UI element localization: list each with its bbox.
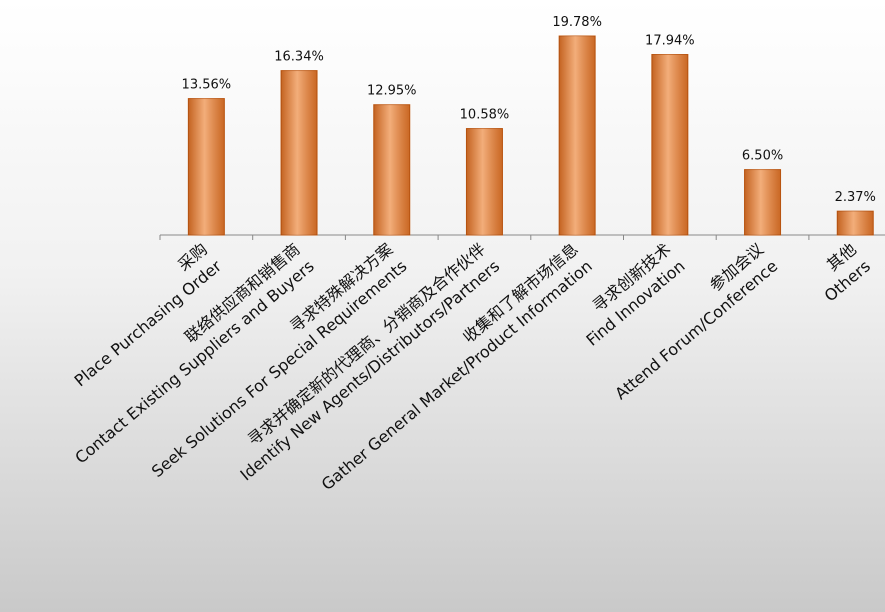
bar-shine — [559, 36, 596, 235]
bar-shine — [373, 104, 410, 235]
bar-shine — [188, 98, 225, 235]
bar-group — [836, 210, 874, 236]
value-label: 19.78% — [552, 15, 602, 30]
bar-shine — [651, 54, 688, 235]
bar-shine — [744, 169, 781, 235]
bar-group — [558, 35, 596, 236]
bar-shine — [466, 128, 503, 235]
bar-group — [465, 128, 503, 236]
bar-group — [373, 104, 411, 236]
bar-group — [280, 70, 318, 236]
bar-group — [651, 54, 689, 236]
bar-shine — [281, 70, 318, 235]
value-label: 13.56% — [182, 78, 232, 93]
bar-group — [187, 98, 225, 236]
value-label: 2.37% — [835, 190, 876, 205]
bar-group — [744, 169, 782, 236]
value-label: 16.34% — [274, 50, 324, 65]
value-label: 6.50% — [742, 149, 783, 164]
bar-shine — [837, 211, 874, 235]
value-label: 12.95% — [367, 84, 417, 99]
value-label: 17.94% — [645, 34, 695, 49]
value-label: 10.58% — [460, 108, 510, 123]
